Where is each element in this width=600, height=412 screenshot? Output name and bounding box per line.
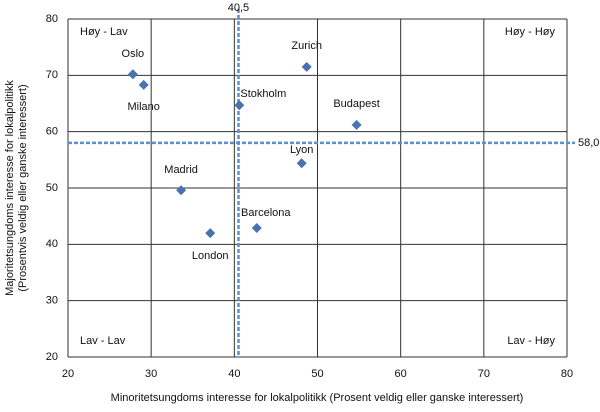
point-label: London [192,250,229,262]
x-tick-label: 30 [145,368,157,380]
data-point [296,158,307,169]
data-point [251,222,262,233]
x-tick-label: 80 [561,368,573,380]
y-axis-title: (Prosentvis veldig eller ganske interess… [17,84,29,291]
x-tick-label: 40 [228,368,240,380]
y-tick-label: 70 [46,69,58,81]
data-point [127,69,138,80]
reference-label: 58,0 [578,137,599,149]
point-label: Zurich [291,40,322,52]
x-tick-label: 60 [395,368,407,380]
quadrant-label: Lav - Lav [80,335,126,347]
point-label: Stokholm [240,88,286,100]
point-label: Madrid [164,164,198,176]
y-tick-label: 20 [46,351,58,363]
y-tick-label: 30 [46,295,58,307]
quadrant-label: Lav - Høy [507,335,555,347]
reference-label: 40,5 [228,2,249,14]
x-axis-title: Minoritetsungdoms interesse for lokalpol… [111,392,524,404]
data-point [351,119,362,130]
x-tick-label: 50 [311,368,323,380]
data-point [138,79,149,90]
data-point [234,100,245,111]
x-tick-label: 20 [62,368,74,380]
y-tick-label: 60 [46,126,58,138]
point-label: Budapest [333,98,379,110]
point-label: Oslo [122,48,145,60]
data-point [176,185,187,196]
y-tick-label: 80 [46,13,58,25]
quadrant-label: Høy - Høy [505,26,556,38]
point-label: Lyon [290,144,313,156]
point-label: Milano [127,101,159,113]
data-point [301,61,312,72]
y-tick-label: 50 [46,182,58,194]
x-tick-label: 70 [478,368,490,380]
quadrant-label: Høy - Lav [80,26,128,38]
point-label: Barcelona [241,207,291,219]
data-point [205,228,216,239]
y-axis-title: Majoritetsungdoms interesse for lokalpol… [4,80,16,296]
y-tick-label: 40 [46,238,58,250]
